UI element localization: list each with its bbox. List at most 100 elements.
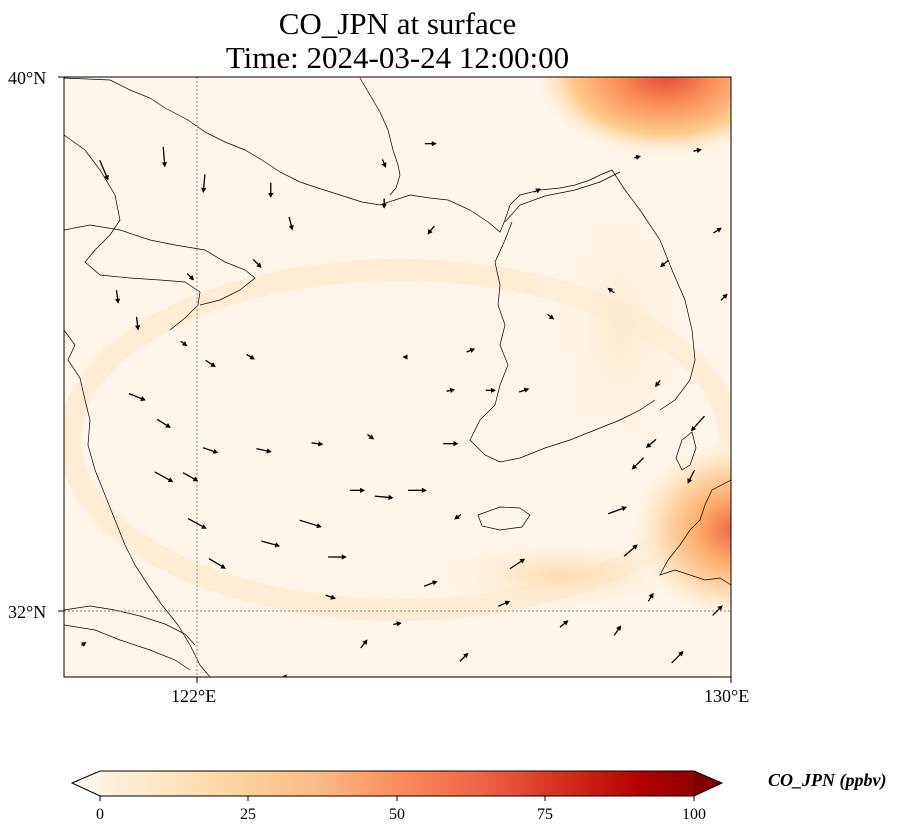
- coastline-shandong: [64, 224, 256, 306]
- wind-vector-39: [509, 558, 526, 570]
- wind-vector-26: [367, 433, 375, 440]
- wind-vector-25: [408, 487, 427, 493]
- wind-vector-20: [261, 540, 281, 548]
- coastline-tsushima: [675, 431, 697, 471]
- wind-vector-28: [466, 348, 476, 353]
- wind-vector-15: [311, 441, 324, 447]
- wind-vector-41: [647, 592, 654, 602]
- lon-label-130e: 130°E: [704, 686, 750, 706]
- wind-vector-56: [424, 141, 437, 147]
- wind-vector-27: [443, 441, 459, 447]
- wind-vector-23: [349, 487, 366, 493]
- map-frame: [63, 76, 732, 678]
- wind-vector-66: [454, 513, 462, 520]
- coastline-korea-east: [611, 169, 696, 411]
- coastline-dmz-border: [504, 171, 621, 223]
- map-title: CO_JPN at surface: [278, 6, 517, 41]
- wind-vector-7: [115, 290, 121, 304]
- wind-vector-53: [360, 639, 368, 649]
- wind-vector-64: [655, 379, 661, 388]
- wind-vector-19: [208, 558, 226, 569]
- wind-vector-43: [559, 620, 569, 628]
- wind-vector-57: [533, 188, 541, 194]
- wind-vector-16: [154, 471, 174, 483]
- coastlines: [64, 77, 731, 677]
- wind-vector-46: [393, 621, 402, 627]
- coastline-yangtze: [64, 605, 196, 646]
- wind-vector-47: [459, 652, 469, 662]
- colorbar-body: [72, 771, 722, 796]
- wind-vector-35: [645, 438, 657, 448]
- wind-vector-4: [288, 216, 294, 231]
- wind-vector-51: [80, 641, 87, 647]
- field-hotspot-kyushu: [625, 435, 731, 625]
- colorbar-tick-0: 0: [96, 806, 104, 823]
- wind-vector-32: [607, 287, 615, 294]
- wind-vector-30: [518, 387, 530, 393]
- wind-vector-67: [713, 227, 722, 234]
- wind-vector-55: [381, 159, 387, 168]
- wind-vector-8: [135, 316, 141, 331]
- wind-vector-58: [634, 154, 642, 160]
- wind-vector-2: [201, 174, 207, 194]
- colorbar-ticks: [99, 796, 695, 801]
- coastline-jiangsu: [64, 329, 211, 677]
- wind-vector-14: [256, 447, 272, 454]
- wind-vector-54: [180, 340, 188, 347]
- wind-vector-37: [687, 469, 695, 484]
- wind-vector-18: [187, 517, 207, 529]
- wind-vector-29: [485, 387, 496, 393]
- wind-vector-36: [631, 457, 645, 470]
- wind-vector-5: [252, 258, 262, 268]
- wind-vector-59: [693, 147, 702, 154]
- wind-vector-21: [299, 519, 322, 529]
- wind-vector-45: [423, 580, 438, 587]
- wind-vector-24: [374, 494, 394, 500]
- wind-vector-10: [246, 353, 256, 360]
- colorbar-label: CO_JPN (ppbv): [768, 770, 887, 790]
- wind-vector-9: [205, 359, 216, 368]
- gridlines: [64, 77, 731, 677]
- wind-vector-0: [161, 146, 168, 168]
- coastline-yangtze-south: [64, 624, 191, 671]
- colorbar-tick-100: 100: [682, 806, 706, 823]
- wind-vector-49: [712, 605, 723, 616]
- wind-vector-60: [427, 225, 435, 235]
- wind-vector-65: [690, 415, 705, 432]
- map-area: [64, 77, 731, 677]
- wind-vector-52: [325, 594, 336, 600]
- coastline-korea-island-jeju: [477, 506, 531, 531]
- wind-vector-1: [99, 159, 109, 181]
- coastline-kyushu: [659, 479, 731, 586]
- colorbar-tick-75: 75: [537, 806, 553, 823]
- field-korea-haze: [530, 160, 710, 500]
- wind-vector-48: [671, 651, 684, 664]
- field-hotspot-northeast: [530, 77, 731, 160]
- coastline-korea-west: [469, 221, 656, 463]
- wind-vector-31: [547, 313, 555, 320]
- wind-vector-62: [402, 354, 408, 360]
- wind-vector-13: [202, 447, 219, 454]
- lon-label-122e: 122°E: [171, 686, 217, 706]
- colorbar: [70, 770, 724, 801]
- map-ticks: [58, 76, 732, 683]
- wind-vector-11: [128, 392, 146, 401]
- colorbar-extend-high: [694, 771, 722, 796]
- wind-vector-3: [268, 182, 274, 198]
- coastline-korea-bay: [447, 169, 613, 233]
- wind-vector-22: [328, 554, 347, 560]
- wind-vector-42: [613, 625, 622, 636]
- colorbar-extend-low: [72, 771, 100, 796]
- wind-vector-50: [281, 674, 287, 677]
- coastline-china-north: [64, 77, 449, 206]
- wind-vector-44: [498, 600, 511, 607]
- wind-vector-6: [186, 273, 195, 281]
- wind-vector-12: [156, 418, 171, 428]
- wind-vector-33: [660, 259, 669, 268]
- colorbar-tick-25: 25: [240, 806, 256, 823]
- wind-vector-40: [623, 544, 638, 557]
- coastline-bohai: [64, 134, 201, 331]
- lat-label-40n: 40°N: [8, 68, 47, 88]
- map-timestamp: Time: 2024-03-24 12:00:00: [225, 40, 570, 75]
